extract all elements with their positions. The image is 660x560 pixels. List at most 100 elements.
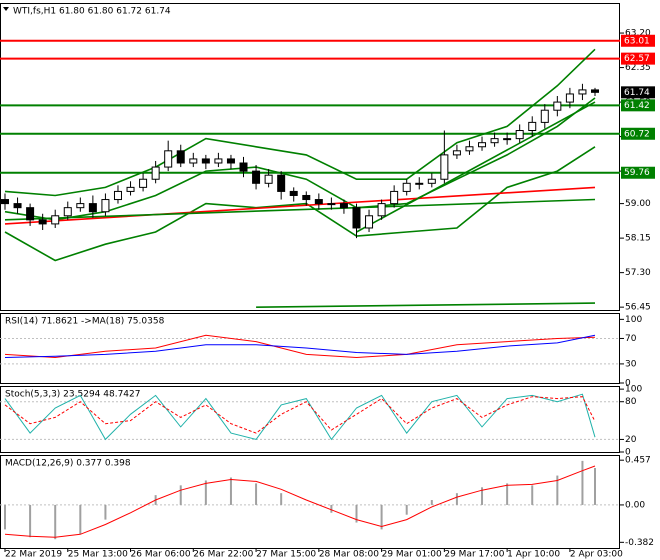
candle-body [352, 207, 361, 229]
candle-body [339, 203, 348, 209]
candle-body [365, 215, 374, 229]
price-tag-label: 59.76 [624, 168, 650, 178]
y-tick-label: -0.382 [625, 538, 654, 548]
candle-body [189, 158, 198, 164]
x-tick-label: 28 Mar 08:00 [319, 550, 379, 560]
price-tag [621, 34, 655, 47]
y-tick-label: 63.20 [625, 29, 651, 39]
price-tag-label: 62.57 [624, 54, 650, 64]
indicator-line [4, 393, 596, 441]
y-tick-label: 0 [625, 379, 631, 389]
panel-title: RSI(14) 71.8621 ->MA(18) 75.0358 [5, 317, 165, 327]
candle-body [101, 199, 110, 213]
x-tick-label: 22 Mar 2019 [5, 550, 62, 560]
price-tag [621, 99, 655, 112]
indicator-line [4, 48, 596, 197]
candle-body [377, 203, 386, 217]
candle-body [201, 158, 210, 164]
y-tick-label: 58.15 [625, 234, 651, 244]
y-tick-label: 62.35 [625, 63, 651, 73]
panel-title: WTI,fs,H1 61.80 61.80 61.72 61.74 [13, 7, 171, 17]
indicator-line [4, 396, 596, 434]
candle-body [289, 190, 298, 196]
y-tick-label: 56.45 [625, 303, 651, 313]
candle-body [277, 174, 286, 192]
price-tag [621, 86, 655, 99]
candle-body [515, 130, 524, 140]
candle-body [327, 203, 336, 206]
candle-body [402, 182, 411, 192]
candle-body [478, 142, 487, 148]
y-tick-label: 0.00 [625, 500, 645, 510]
indicator-line [4, 334, 596, 359]
candle-body [452, 150, 461, 156]
indicator-line [4, 465, 596, 538]
candle-body [578, 89, 587, 95]
menu-arrow [3, 7, 9, 11]
price-tag-label: 63.01 [624, 36, 650, 46]
candle-body [591, 89, 599, 93]
candle-body [226, 158, 235, 164]
y-tick-label: 0.457 [625, 456, 651, 466]
panel-frame [0, 386, 620, 453]
y-tick-label: 70 [625, 334, 637, 344]
indicator-line [256, 302, 596, 308]
candle-body [51, 215, 60, 225]
candle-body [63, 207, 72, 217]
x-tick-label: 27 Mar 15:00 [256, 550, 316, 560]
candle-body [176, 150, 185, 164]
indicator-line [4, 334, 596, 358]
candle-body [528, 121, 537, 132]
candle-body [113, 190, 122, 201]
y-tick-label: 30 [625, 359, 637, 369]
candle-body [151, 166, 160, 180]
y-tick-label: 80 [625, 397, 637, 407]
x-tick-label: 1 Apr 10:00 [507, 550, 560, 560]
candle-body [1, 199, 9, 205]
candle-body [427, 178, 436, 184]
candle-body [302, 194, 311, 201]
candle-body [553, 101, 562, 111]
indicator-line [356, 101, 596, 233]
x-tick-label: 26 Mar 06:00 [131, 550, 191, 560]
candle-body [88, 203, 97, 213]
price-tag-label: 61.74 [624, 88, 650, 98]
candle-body [126, 186, 135, 192]
y-tick-label: 20 [625, 435, 637, 445]
candle-body [264, 174, 273, 184]
price-tag [621, 127, 655, 140]
price-tag [621, 166, 655, 179]
price-tag [621, 52, 655, 65]
candle-body [540, 109, 549, 123]
x-tick-label: 29 Mar 01:00 [382, 550, 442, 560]
y-tick-label: 100 [625, 385, 642, 395]
candle-body [415, 182, 424, 185]
x-tick-label: 26 Mar 22:00 [193, 550, 253, 560]
x-tick-label: 29 Mar 17:00 [444, 550, 504, 560]
candle-body [139, 178, 148, 188]
candle-body [465, 146, 474, 152]
price-tag-label: 61.42 [624, 101, 650, 111]
panel-frame [0, 313, 620, 384]
panel-frame [0, 3, 620, 311]
candle-body [239, 162, 248, 172]
y-tick-label: 100 [625, 315, 642, 325]
candle-body [214, 158, 223, 164]
candle-body [314, 199, 323, 205]
candle-body [390, 190, 399, 205]
candle-body [26, 207, 35, 221]
candle-body [38, 219, 47, 225]
candle-body [13, 203, 22, 209]
indicator-line [4, 186, 596, 225]
indicator-line [4, 198, 596, 221]
y-tick-label: 59.00 [625, 199, 651, 209]
panel-title: Stoch(5,3,3) 23.5294 48.7427 [5, 390, 140, 400]
x-tick-label: 2 Apr 03:00 [570, 550, 623, 560]
panel-title: MACD(12,26,9) 0.377 0.398 [5, 459, 131, 469]
x-tick-label: 25 Mar 13:00 [68, 550, 128, 560]
candle-body [252, 170, 261, 184]
candle-body [565, 93, 574, 103]
y-tick-label: 57.30 [625, 268, 651, 278]
